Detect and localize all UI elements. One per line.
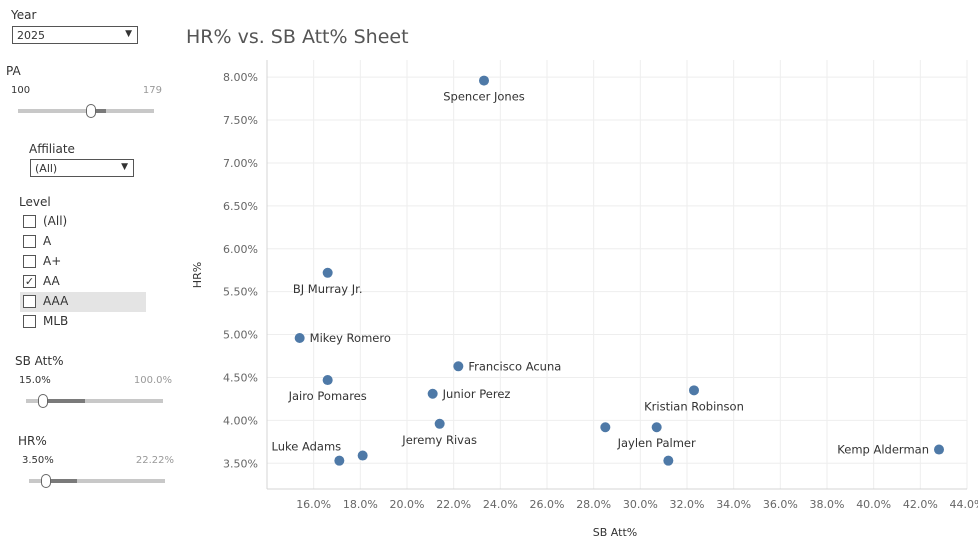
data-point-label: Spencer Jones — [443, 90, 525, 104]
data-point-label: Jaylen Palmer — [617, 436, 696, 450]
level-option-label: AA — [43, 274, 60, 288]
x-tick-label: 40.0% — [856, 498, 891, 511]
chevron-down-icon: ▼ — [121, 162, 128, 172]
x-tick-label: 20.0% — [390, 498, 425, 511]
level-option-5[interactable]: MLB — [20, 312, 146, 332]
level-option-label: (All) — [43, 214, 68, 228]
data-point — [663, 455, 674, 466]
sb-att-slider-fill — [46, 399, 85, 403]
y-tick-label: 6.00% — [223, 243, 258, 256]
pa-slider-fill — [96, 109, 106, 113]
affiliate-dropdown-value: (All) — [35, 162, 58, 175]
y-tick-label: 5.50% — [223, 286, 258, 299]
data-point-label: Jairo Pomares — [288, 389, 367, 403]
x-tick-label: 38.0% — [810, 498, 845, 511]
y-tick-label: 3.50% — [223, 457, 258, 470]
level-option-label: A — [43, 234, 52, 248]
data-point — [453, 361, 464, 372]
level-filter-label: Level — [19, 195, 51, 209]
checkbox-icon[interactable] — [23, 235, 36, 248]
pa-min-value: 100 — [11, 85, 31, 96]
y-tick-label: 8.00% — [223, 71, 258, 84]
data-point-label: Jeremy Rivas — [401, 433, 477, 447]
year-filter-label: Year — [11, 8, 37, 22]
x-tick-label: 18.0% — [343, 498, 378, 511]
y-tick-label: 4.00% — [223, 414, 258, 427]
sb-att-max-value: 100.0% — [133, 375, 172, 386]
chevron-down-icon: ▼ — [125, 29, 132, 39]
y-tick-label: 4.50% — [223, 371, 258, 384]
x-tick-label: 16.0% — [296, 498, 331, 511]
affiliate-filter-label: Affiliate — [29, 142, 75, 156]
y-axis-title: HR% — [191, 262, 204, 288]
checkbox-icon[interactable] — [23, 315, 36, 328]
data-point — [689, 385, 699, 396]
affiliate-dropdown[interactable]: (All) ▼ — [30, 159, 134, 177]
y-tick-label: 5.00% — [223, 329, 258, 342]
data-point-label: Francisco Acuna — [468, 359, 561, 373]
hr-filter-label: HR% — [18, 434, 47, 448]
year-dropdown-value: 2025 — [17, 29, 45, 42]
x-axis-title: SB Att% — [593, 526, 637, 539]
pa-slider-handle[interactable] — [86, 104, 96, 118]
data-point — [322, 375, 333, 386]
level-option-label: A+ — [43, 254, 62, 268]
level-option-4[interactable]: AAA — [20, 292, 146, 312]
y-tick-label: 7.00% — [223, 157, 258, 170]
data-point — [600, 422, 611, 433]
data-point — [934, 444, 944, 455]
x-tick-label: 36.0% — [763, 498, 798, 511]
checkbox-icon[interactable] — [23, 215, 36, 228]
data-point — [294, 332, 305, 343]
hr-slider-track[interactable] — [29, 479, 165, 483]
x-tick-label: 30.0% — [623, 498, 658, 511]
level-option-1[interactable]: A — [20, 232, 146, 252]
hr-min-value: 3.50% — [22, 455, 54, 466]
data-point — [479, 75, 489, 86]
sb-att-slider-handle[interactable] — [38, 394, 48, 408]
pa-filter-label: PA — [6, 64, 21, 78]
sb-att-slider-track[interactable] — [26, 399, 163, 403]
sb-att-min-value: 15.0% — [19, 375, 51, 386]
level-option-2[interactable]: A+ — [20, 252, 146, 272]
hr-max-value: 22.22% — [135, 455, 174, 466]
data-point — [427, 388, 438, 399]
pa-max-value: 179 — [142, 85, 162, 96]
year-dropdown[interactable]: 2025 ▼ — [12, 26, 138, 44]
sb-att-filter-label: SB Att% — [15, 354, 64, 368]
checkbox-icon[interactable] — [23, 255, 36, 268]
data-point — [434, 418, 445, 429]
data-point — [322, 267, 333, 278]
data-point — [334, 455, 345, 466]
hr-slider-handle[interactable] — [41, 474, 51, 488]
hr-slider-fill — [48, 479, 77, 483]
chart-title: HR% vs. SB Att% Sheet — [186, 26, 409, 48]
checkbox-icon[interactable] — [23, 295, 36, 308]
data-point-label: BJ Murray Jr. — [293, 282, 363, 296]
level-option-label: MLB — [43, 314, 69, 328]
x-tick-label: 24.0% — [483, 498, 518, 511]
x-tick-label: 22.0% — [436, 498, 471, 511]
data-point — [651, 422, 662, 433]
x-tick-label: 34.0% — [716, 498, 751, 511]
data-point-label: Junior Perez — [442, 387, 511, 401]
level-option-label: AAA — [43, 294, 69, 308]
x-tick-label: 42.0% — [903, 498, 938, 511]
level-option-0[interactable]: (All) — [20, 212, 146, 232]
checkbox-checked-icon[interactable]: ✓ — [23, 275, 36, 288]
level-option-3[interactable]: ✓ AA — [20, 272, 146, 292]
data-point-label: Mikey Romero — [310, 331, 391, 345]
x-tick-label: 26.0% — [530, 498, 565, 511]
data-point-label: Kemp Alderman — [837, 443, 929, 457]
y-tick-label: 6.50% — [223, 200, 258, 213]
data-point — [357, 450, 368, 461]
x-tick-label: 28.0% — [576, 498, 611, 511]
x-tick-label: 32.0% — [670, 498, 705, 511]
y-tick-label: 7.50% — [223, 114, 258, 127]
data-point-label: Kristian Robinson — [644, 399, 744, 413]
x-tick-label: 44.0% — [950, 498, 978, 511]
data-point-label: Luke Adams — [271, 440, 341, 454]
